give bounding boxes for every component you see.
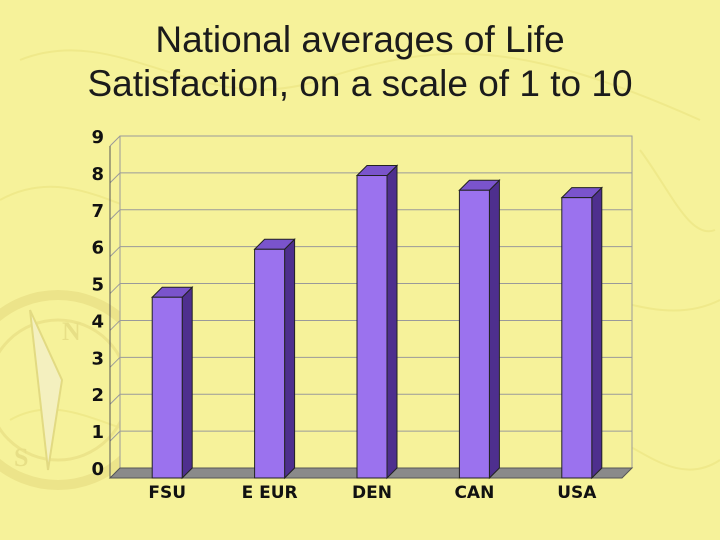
bar-front: [356, 175, 388, 479]
bar: [458, 179, 501, 480]
bar-front: [561, 197, 593, 479]
gridline-depth: [109, 209, 121, 221]
y-tick-label: 5: [91, 275, 104, 296]
x-tick-label: FSU: [148, 483, 186, 503]
gridline-depth: [109, 430, 121, 442]
bar-side: [284, 238, 296, 480]
gridline-depth: [109, 172, 121, 184]
y-tick-label: 3: [91, 348, 104, 369]
bar-side: [488, 179, 500, 480]
title-line-1: National averages of Life: [155, 19, 565, 60]
x-tick-label: E EUR: [242, 483, 298, 503]
bar-side: [591, 186, 603, 480]
y-tick-label: 6: [91, 238, 104, 259]
bar: [253, 238, 296, 480]
page-title: National averages of Life Satisfaction, …: [0, 18, 720, 106]
bar: [560, 186, 604, 480]
gridline-depth: [109, 320, 121, 331]
bar-side: [181, 286, 193, 480]
y-tick-label: 4: [91, 311, 104, 332]
bar-front: [458, 189, 490, 479]
title-line-2: Satisfaction, on a scale of 1 to 10: [87, 63, 633, 104]
bar-side: [386, 164, 398, 480]
compass-needle-icon: [29, 309, 64, 471]
bar: [355, 164, 399, 480]
y-tick-label: 0: [91, 459, 104, 480]
y-tick-label: 1: [91, 422, 104, 443]
y-tick-label: 9: [91, 127, 104, 148]
y-axis-ticks: 0 1 2 3 4 5 6 7 8 9: [91, 127, 104, 480]
bar-front: [254, 248, 286, 479]
compass-letter-n: N: [62, 317, 81, 346]
bars: [150, 164, 604, 480]
gridline-depth: [109, 356, 121, 368]
y-tick-label: 7: [91, 201, 104, 222]
gridline-depth: [109, 246, 121, 258]
bar-front: [151, 296, 183, 479]
y-tick-label: 2: [91, 385, 104, 406]
y-tick-label: 8: [91, 164, 104, 185]
compass-letter-s: S: [14, 443, 28, 472]
x-tick-label: USA: [557, 483, 597, 503]
gridline-depth: [109, 283, 121, 294]
x-tick-label: CAN: [454, 483, 494, 503]
gridline-depth: [109, 393, 121, 405]
x-axis-labels: FSU E EUR DEN CAN USA: [148, 483, 597, 503]
gridline-depth: [109, 135, 121, 147]
x-tick-label: DEN: [352, 483, 392, 503]
bar: [150, 286, 194, 480]
